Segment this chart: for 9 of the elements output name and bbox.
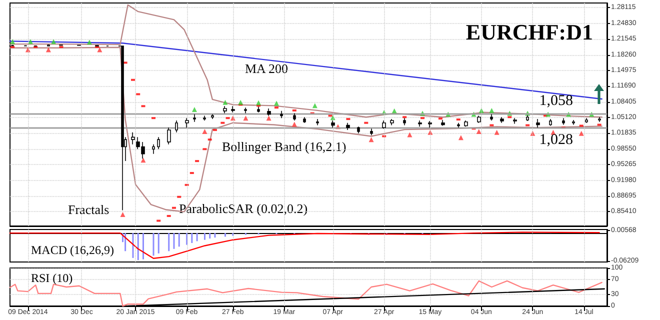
series-label: ParabolicSAR (0.02,0.2): [179, 201, 308, 216]
series-label: MA 200: [245, 61, 288, 76]
chart-title: RSI (10): [31, 271, 73, 285]
text: MACD (16,26,9): [31, 243, 114, 257]
series-label: Fractals: [68, 202, 110, 217]
text: EURCHF:D1: [466, 20, 594, 44]
ref-line-label: 1,028: [539, 132, 573, 148]
series-label: Bollinger Band (16,2.1): [222, 139, 346, 154]
ref-line-label: 1,058: [539, 92, 573, 109]
